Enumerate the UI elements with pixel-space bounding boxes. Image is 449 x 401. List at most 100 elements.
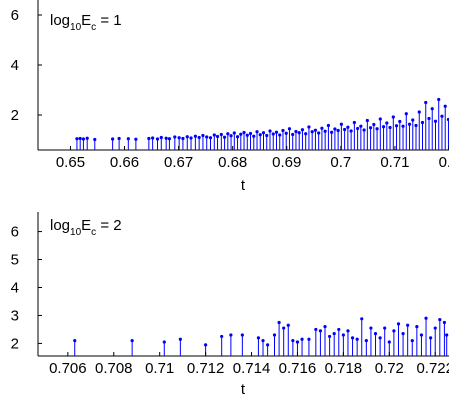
stem-marker [301, 128, 304, 131]
x-tick-label: 0.718 [325, 360, 363, 377]
stem-marker [434, 120, 437, 123]
stem-marker [281, 129, 284, 132]
stem-marker [118, 137, 121, 140]
stem-marker [127, 137, 130, 140]
stem-marker [330, 131, 333, 134]
x-axis-label-1: t [241, 177, 246, 194]
stem-marker [179, 338, 182, 341]
stem-marker [418, 110, 421, 113]
stem-marker [429, 336, 432, 339]
stem-marker [379, 117, 382, 120]
stem-marker [223, 136, 226, 139]
annotation-2-sub10: 10 [70, 227, 82, 238]
y-tick-label: 2 [11, 107, 19, 124]
x-tick-label: 0.68 [218, 154, 247, 171]
stem-marker [241, 333, 244, 336]
annotation-2-log: log [50, 217, 70, 234]
stem-marker [255, 130, 258, 133]
stem-marker [268, 129, 271, 132]
stem-marker [257, 336, 260, 339]
stem-marker [424, 101, 427, 104]
stem-marker [73, 339, 76, 342]
stem-marker [160, 136, 163, 139]
y-tick-label: 3 [11, 307, 19, 324]
stem-marker [168, 137, 171, 140]
stem-marker [379, 336, 382, 339]
stem-marker [383, 326, 386, 329]
stem-marker [277, 321, 280, 324]
x-axis-label-2: t [241, 381, 246, 398]
stem-marker [319, 329, 322, 332]
stem-marker [285, 132, 288, 135]
stem-marker [291, 133, 294, 136]
x-tick-label: 0.7 [330, 154, 351, 171]
stem-marker [388, 126, 391, 129]
stem-marker [242, 131, 245, 134]
stem-marker [233, 131, 236, 134]
stem-marker [337, 129, 340, 132]
stem-marker [437, 98, 440, 101]
stem-marker [406, 324, 409, 327]
stem-marker [131, 339, 134, 342]
chart-panel-1: 0.65 0.66 0.67 0.68 0.69 0.7 0.71 0.7 2 4 6 log10E… [11, 0, 449, 194]
annotation-1-value: = 1 [96, 12, 121, 29]
stem-marker [181, 137, 184, 140]
chart-panel-2: 0.706 0.708 0.71 0.712 0.714 0.716 0.718 0.72 0.… [11, 212, 449, 398]
stem-marker [216, 135, 219, 138]
stem-marker [300, 338, 303, 341]
stem-marker [201, 134, 204, 137]
stem-marker [311, 130, 314, 133]
stem-marker [134, 138, 137, 141]
panel-2-annotation: log10Ec = 2 [50, 217, 122, 238]
stem-marker [398, 120, 401, 123]
stem-marker [236, 135, 239, 138]
stem-marker [287, 324, 290, 327]
y-tick-label: 5 [11, 252, 19, 269]
stem-marker [408, 123, 411, 126]
stem-marker [262, 131, 265, 134]
stem-marker [411, 118, 414, 121]
stem-marker [320, 127, 323, 130]
stems-2 [73, 317, 448, 356]
stem-marker [343, 128, 346, 131]
stem-marker [375, 127, 378, 130]
stem-marker [356, 127, 359, 130]
stem-marker [362, 128, 365, 131]
y-tick-label: 4 [11, 279, 19, 296]
stem-marker [353, 121, 356, 124]
y-tick-label: 2 [11, 335, 19, 352]
x-tick-label: 0.67 [164, 154, 193, 171]
stem-marker [314, 129, 317, 132]
stem-marker [365, 339, 368, 342]
stem-marker [324, 130, 327, 133]
stem-marker [395, 124, 398, 127]
stem-marker [443, 321, 446, 324]
stem-marker [360, 317, 363, 320]
annotation-1-E: E [81, 12, 91, 29]
stem-marker [392, 329, 395, 332]
stem-marker [392, 115, 395, 118]
stem-marker [282, 326, 285, 329]
stem-marker [298, 131, 301, 134]
stem-marker [229, 134, 232, 137]
stem-marker [165, 137, 168, 140]
x-tick-label: 0.71 [380, 154, 409, 171]
stem-marker [342, 333, 345, 336]
stem-marker [431, 107, 434, 110]
stem-marker [411, 339, 414, 342]
stem-marker [246, 134, 249, 137]
stems-1 [75, 98, 449, 150]
stem-marker [239, 133, 242, 136]
stem-marker [369, 326, 372, 329]
stem-marker [385, 121, 388, 124]
stem-marker [86, 137, 89, 140]
stem-marker [151, 136, 154, 139]
stem-marker [350, 129, 353, 132]
stem-marker [291, 339, 294, 342]
stem-marker [445, 333, 448, 336]
x-tick-label: 0.7 [439, 154, 449, 171]
stem-marker [356, 338, 359, 341]
stem-marker [346, 329, 349, 332]
stem-marker [314, 328, 317, 331]
